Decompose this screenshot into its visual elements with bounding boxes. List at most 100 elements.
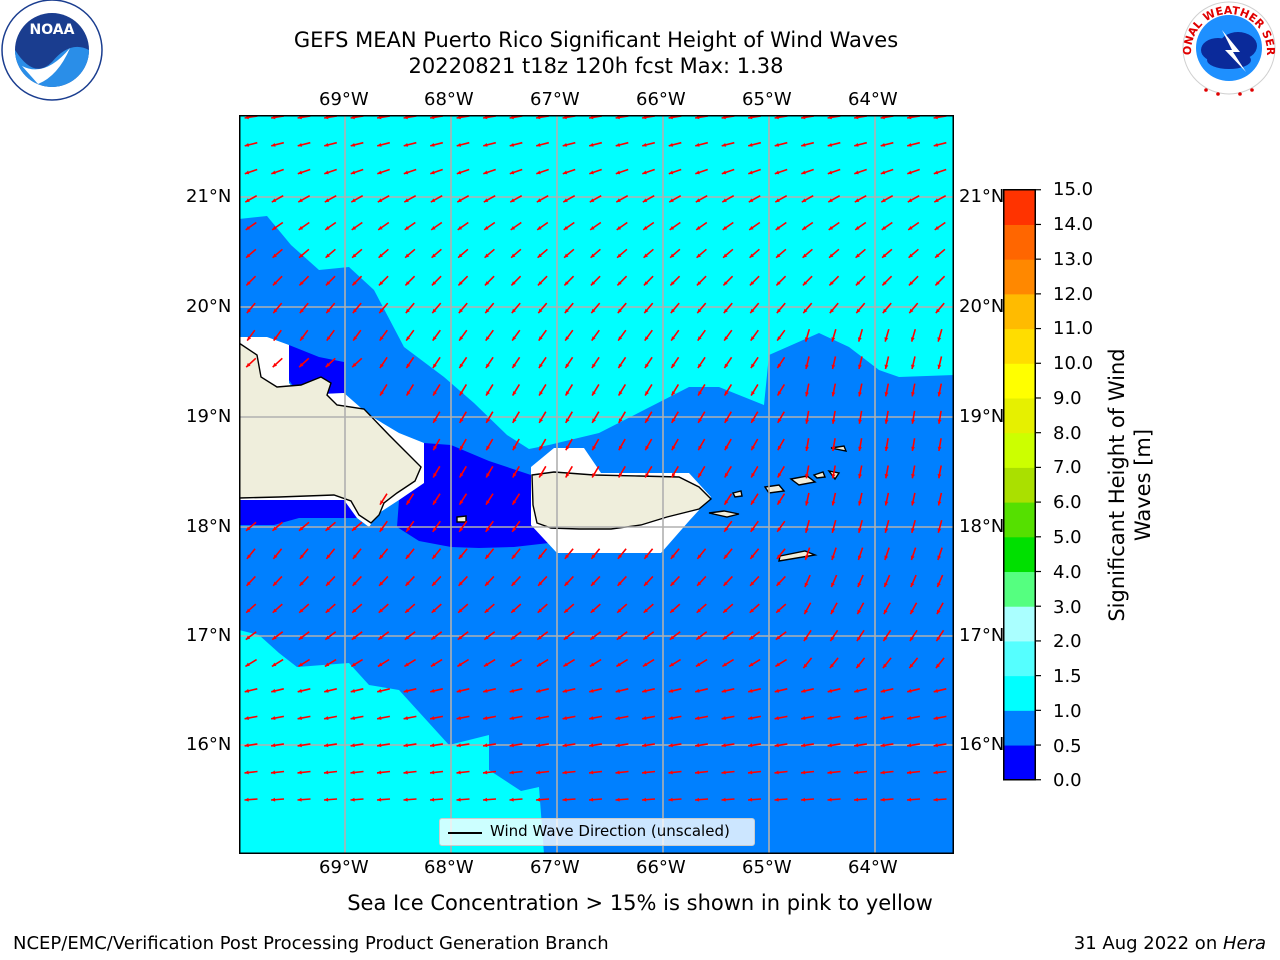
wind-wave-arrow [668,743,682,748]
wind-wave-arrow [910,328,917,342]
wind-wave-arrow [591,329,600,342]
lat-label-left: 21°N [186,186,232,207]
wind-wave-arrow [774,770,788,775]
wind-wave-arrow [858,492,863,506]
wind-wave-arrow [750,411,759,424]
wind-wave-arrow [431,548,442,560]
wind-wave-arrow [271,688,284,693]
lat-label-left: 17°N [186,625,232,646]
wind-wave-arrow [800,743,815,748]
wind-wave-arrow [350,658,364,668]
wind-wave-arrow [722,275,734,286]
wind-wave-arrow [538,329,547,342]
wind-wave-arrow [774,797,788,802]
wind-wave-arrow [618,465,626,478]
wind-wave-arrow [883,574,891,588]
wind-wave-arrow [934,221,946,231]
wind-wave-arrow [512,438,520,451]
wind-wave-arrow [430,631,443,641]
wind-wave-arrow [803,602,812,615]
wind-wave-arrow [324,221,337,231]
wind-wave-arrow [644,383,653,397]
colorbar-tick: 13.0 [1053,249,1094,270]
ocean-wave-band-0-0.5-south [239,500,357,525]
wind-wave-arrow [910,574,917,588]
wind-wave-arrow [298,631,310,641]
wind-wave-arrow [669,248,681,259]
wind-wave-arrow [298,357,310,368]
wind-wave-arrow [670,575,680,587]
wind-wave-arrow [403,141,417,147]
wind-wave-arrow [800,797,815,802]
wind-wave-arrow [933,168,947,175]
map-frame [239,115,954,854]
wind-wave-arrow [881,221,893,231]
wind-wave-arrow [456,195,470,203]
colorbar-segment [1003,467,1036,503]
wind-wave-arrow [696,603,707,614]
wind-wave-arrow [246,302,256,314]
wind-wave-arrow [537,548,548,560]
wind-wave-arrow [538,356,547,369]
wind-wave-arrow [351,248,363,259]
wind-wave-arrow [884,519,890,534]
wind-wave-arrow [908,275,919,286]
wind-wave-arrow [458,575,468,587]
lat-label-right: 20°N [959,296,1005,317]
wind-wave-arrow [510,631,522,641]
wind-wave-arrow [748,658,761,668]
wind-wave-arrow [456,715,470,720]
wind-wave-arrow [933,141,947,147]
wind-wave-arrow [244,658,258,668]
wind-wave-arrow [298,248,310,259]
wind-wave-arrow [376,715,391,720]
wind-wave-arrow [378,575,389,587]
wind-wave-arrow [536,631,549,641]
wind-wave-arrow [244,168,258,175]
wind-wave-arrow [801,221,814,231]
wind-wave-arrow [298,603,310,614]
wind-wave-arrow [459,411,467,424]
wind-wave-arrow [564,329,574,342]
wind-wave-arrow [827,168,841,175]
noaa-logo: NOAA [1,0,103,101]
wind-wave-arrow [565,411,573,424]
wind-wave-arrow [827,715,841,720]
wind-wave-arrow [324,688,337,693]
wind-wave-arrow [351,603,363,614]
wind-wave-arrow [591,356,600,369]
wind-wave-arrow [644,465,653,478]
wind-wave-arrow [722,221,734,231]
wind-wave-arrow [483,168,496,175]
wind-wave-arrow [485,356,494,369]
ocean-wave-band-0-0.5-strait [397,443,549,548]
wind-wave-arrow [615,658,629,668]
wind-wave-arrow [323,715,338,720]
wind-wave-arrow [911,356,916,370]
wind-wave-arrow [858,438,863,452]
colorbar-segment [1003,363,1036,399]
colorbar-segment [1003,293,1036,330]
wind-wave-arrow [721,141,735,147]
wind-wave-arrow [937,519,943,534]
wind-wave-arrow [805,465,810,479]
wind-wave-arrow [723,575,733,587]
wind-wave-arrow [642,688,655,693]
wind-wave-arrow [589,658,602,668]
wind-wave-arrow [775,603,787,614]
wind-wave-arrow [510,275,522,286]
colorbar-segment [1003,710,1036,746]
wind-wave-arrow [858,465,863,479]
wind-wave-arrow [403,658,417,668]
colorbar-tick: 7.0 [1053,457,1082,478]
wind-wave-arrow [458,302,468,314]
wind-wave-arrow [617,329,627,342]
colorbar-segment [1003,224,1036,260]
wind-wave-arrow [405,493,415,506]
wind-wave-arrow [802,248,813,259]
wind-wave-arrow [403,715,417,720]
wind-wave-arrow [379,520,388,533]
wind-wave-arrow [805,438,810,452]
wind-wave-arrow [376,743,391,748]
wind-wave-arrow [750,356,759,369]
